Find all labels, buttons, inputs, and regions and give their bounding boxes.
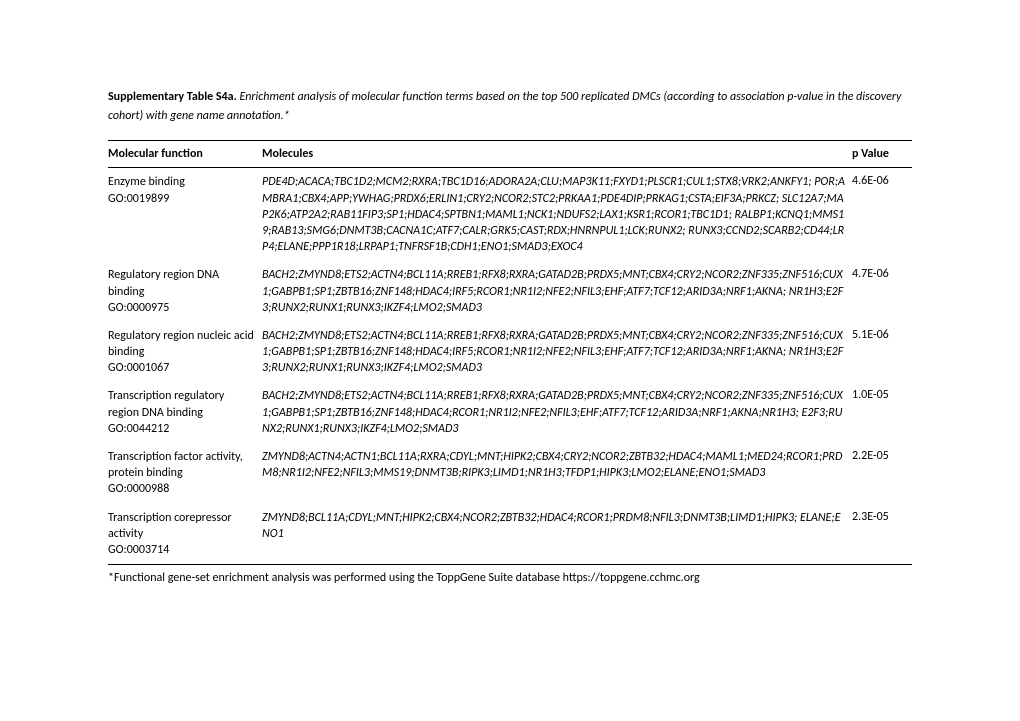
function-name: Transcription factor activity, protein b… xyxy=(108,450,243,480)
function-cell: Transcription factor activity, protein b… xyxy=(108,443,262,504)
table-caption: Supplementary Table S4a. Enrichment anal… xyxy=(108,88,912,126)
go-id: GO:0003714 xyxy=(108,542,256,558)
molecules-cell: PDE4D;ACACA;TBC1D2;MCM2;RXRA;TBC1D16;ADO… xyxy=(262,168,852,261)
table-row: Regulatory region nucleic acid bindingGO… xyxy=(108,322,912,383)
function-cell: Enzyme binding GO:0019899 xyxy=(108,168,262,261)
function-cell: Regulatory region nucleic acid bindingGO… xyxy=(108,322,262,383)
function-cell: Transcription corepressor activityGO:000… xyxy=(108,504,262,565)
molecules-cell: BACH2;ZMYND8;ETS2;ACTN4;BCL11A;RREB1;RFX… xyxy=(262,322,852,383)
go-id: GO:0000975 xyxy=(108,300,256,316)
pvalue-cell: 2.3E-05 xyxy=(852,504,912,565)
function-name: Regulatory region nucleic acid binding xyxy=(108,329,254,359)
pvalue-cell: 1.0E-05 xyxy=(852,382,912,443)
go-id: GO:0044212 xyxy=(108,421,256,437)
caption-title: Supplementary Table S4a. xyxy=(108,90,237,104)
pvalue-cell: 4.6E-06 xyxy=(852,168,912,261)
go-id: GO:0000988 xyxy=(108,481,256,497)
table-row: Enzyme binding GO:0019899 PDE4D;ACACA;TBC1… xyxy=(108,168,912,261)
table-row: Regulatory region DNA binding GO:0000975 B… xyxy=(108,261,912,322)
col-header-function: Molecular function xyxy=(108,141,262,168)
table-row: Transcription regulatory region DNA bind… xyxy=(108,382,912,443)
pvalue-cell: 5.1E-06 xyxy=(852,322,912,383)
pvalue-cell: 2.2E-05 xyxy=(852,443,912,504)
go-id: GO:0001067 xyxy=(108,360,256,376)
enrichment-table: Molecular function Molecules p Value Enz… xyxy=(108,140,912,591)
function-name: Transcription corepressor activity xyxy=(108,511,232,541)
table-row: Transcription factor activity, protein b… xyxy=(108,443,912,504)
function-name: Regulatory region DNA binding xyxy=(108,268,219,298)
molecules-cell: BACH2;ZMYND8;ETS2;ACTN4;BCL11A;RREB1;RFX… xyxy=(262,382,852,443)
pvalue-cell: 4.7E-06 xyxy=(852,261,912,322)
col-header-molecules: Molecules xyxy=(262,141,852,168)
function-name: Enzyme binding xyxy=(108,175,185,189)
function-cell: Regulatory region DNA binding GO:0000975 xyxy=(108,261,262,322)
col-header-pvalue: p Value xyxy=(852,141,912,168)
go-id: GO:0019899 xyxy=(108,191,256,207)
table-row: Transcription corepressor activityGO:000… xyxy=(108,504,912,565)
table-footnote: *Functional gene-set enrichment analysis… xyxy=(108,565,912,592)
molecules-cell: BACH2;ZMYND8;ETS2;ACTN4;BCL11A;RREB1;RFX… xyxy=(262,261,852,322)
function-name: Transcription regulatory region DNA bind… xyxy=(108,389,224,419)
molecules-cell: ZMYND8;BCL11A;CDYL;MNT;HIPK2;CBX4;NCOR2;… xyxy=(262,504,852,565)
molecules-cell: ZMYND8;ACTN4;ACTN1;BCL11A;RXRA;CDYL;MNT;… xyxy=(262,443,852,504)
table-header-row: Molecular function Molecules p Value xyxy=(108,141,912,168)
function-cell: Transcription regulatory region DNA bind… xyxy=(108,382,262,443)
